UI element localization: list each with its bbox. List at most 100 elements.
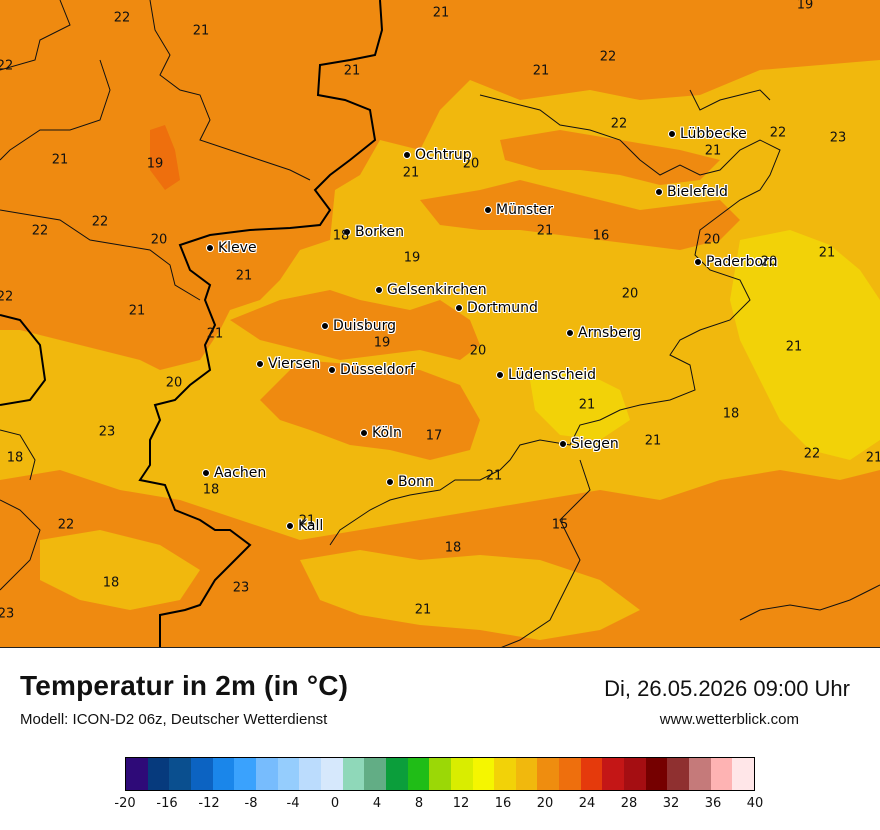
city-marker-icon [694, 258, 702, 266]
city-label: Düsseldorf [328, 362, 415, 378]
colorbar-tick-label: 40 [746, 796, 764, 811]
city-label: Bielefeld [655, 184, 728, 200]
state-borders [0, 0, 880, 647]
colorbar-swatch [494, 758, 516, 790]
colorbar-swatch [580, 758, 603, 790]
website-link[interactable]: www.wetterblick.com [659, 711, 799, 728]
city-marker-icon [202, 469, 210, 477]
colorbar-swatch [710, 758, 733, 790]
temperature-value: 17 [425, 428, 443, 444]
map-canvas [0, 0, 880, 647]
city-marker-icon [386, 478, 394, 486]
temperature-value: 22 [57, 517, 75, 533]
colorbar-swatch [689, 758, 711, 790]
temperature-value: 20 [703, 232, 721, 248]
temperature-value: 22 [610, 116, 628, 132]
temperature-value: 21 [402, 165, 420, 181]
colorbar-tick-label: 36 [704, 796, 722, 811]
city-marker-icon [559, 440, 567, 448]
city-marker-icon [206, 244, 214, 252]
colorbar-swatch [602, 758, 625, 790]
city-label: Kall [286, 518, 323, 534]
colorbar-swatch [385, 758, 408, 790]
city-name: Lüdenscheid [508, 367, 597, 383]
colorbar-swatch [624, 758, 646, 790]
colorbar-swatch [277, 758, 300, 790]
city-name: Münster [496, 202, 553, 218]
city-name: Düsseldorf [340, 362, 415, 378]
colorbar-swatch [190, 758, 213, 790]
city-label: Duisburg [321, 318, 396, 334]
city-label: Paderborn [694, 254, 777, 270]
temperature-value: 18 [6, 450, 24, 466]
city-name: Lübbecke [680, 126, 747, 142]
colorbar-swatch [320, 758, 343, 790]
city-marker-icon [343, 228, 351, 236]
city-name: Arnsberg [578, 325, 642, 341]
colorbar-swatch [407, 758, 430, 790]
city-label: Borken [343, 224, 404, 240]
temperature-value: 21 [865, 450, 880, 466]
national-border [138, 0, 384, 647]
temperature-value: 20 [462, 156, 480, 172]
temp-field-24-28-north-bands [420, 180, 740, 250]
temperature-value: 23 [232, 580, 250, 596]
city-name: Dortmund [467, 300, 538, 316]
temperature-value: 20 [621, 286, 639, 302]
colorbar-swatch [169, 758, 191, 790]
temperature-value: 21 [704, 143, 722, 159]
temp-field-24-28-east [500, 130, 720, 185]
temperature-value: 18 [202, 482, 220, 498]
temperature-value: 20 [760, 254, 778, 270]
temperature-value: 22 [769, 125, 787, 141]
temperature-value: 23 [98, 424, 116, 440]
colorbar-swatch [255, 758, 278, 790]
temperature-value: 15 [551, 517, 569, 533]
temperature-value: 23 [0, 606, 15, 622]
colorbar-swatch [342, 758, 365, 790]
city-marker-icon [484, 206, 492, 214]
city-label: Ochtrup [403, 147, 472, 163]
temp-field-20-22-east2 [530, 370, 630, 440]
temperature-value: 21 [128, 303, 146, 319]
temperature-value: 18 [102, 575, 120, 591]
city-name: Bielefeld [667, 184, 728, 200]
temperature-value: 19 [373, 335, 391, 351]
temp-field-24-28-center [260, 360, 480, 460]
city-marker-icon [668, 130, 676, 138]
temperature-value: 21 [532, 63, 550, 79]
temperature-value: 21 [644, 433, 662, 449]
colorbar-tick-label: 4 [372, 796, 382, 811]
colorbar-swatch [450, 758, 473, 790]
temperature-value: 21 [298, 513, 316, 529]
temperature-colorbar [125, 757, 755, 791]
city-marker-icon [566, 329, 574, 337]
city-name: Köln [372, 425, 402, 441]
city-marker-icon [403, 151, 411, 159]
colorbar-swatch [645, 758, 668, 790]
colorbar-tick-label: 16 [494, 796, 512, 811]
colorbar-swatch [559, 758, 581, 790]
temperature-value: 18 [444, 540, 462, 556]
city-name: Aachen [214, 465, 267, 481]
temperature-map[interactable]: Ochtrup Lübbecke Bielefeld Münster Borken Kle… [0, 0, 880, 648]
temperature-value: 16 [592, 228, 610, 244]
temperature-value: 21 [51, 152, 69, 168]
national-border-nl-south [0, 314, 47, 406]
temperature-value: 20 [469, 343, 487, 359]
temperature-value: 22 [0, 289, 14, 305]
city-name: Kall [298, 518, 324, 534]
city-label: Lüdenscheid [496, 367, 596, 383]
temperature-value: 21 [578, 397, 596, 413]
colorbar-swatch [667, 758, 690, 790]
city-label: Siegen [559, 436, 619, 452]
temperature-value: 23 [829, 130, 847, 146]
colorbar-swatch [299, 758, 321, 790]
city-marker-icon [286, 522, 294, 530]
forecast-datetime: Di, 26.05.2026 09:00 Uhr [604, 676, 850, 701]
city-name: Paderborn [706, 254, 778, 270]
temperature-value: 19 [403, 250, 421, 266]
city-label: Viersen [256, 356, 320, 372]
city-name: Borken [355, 224, 405, 240]
temperature-value: 21 [818, 245, 836, 261]
